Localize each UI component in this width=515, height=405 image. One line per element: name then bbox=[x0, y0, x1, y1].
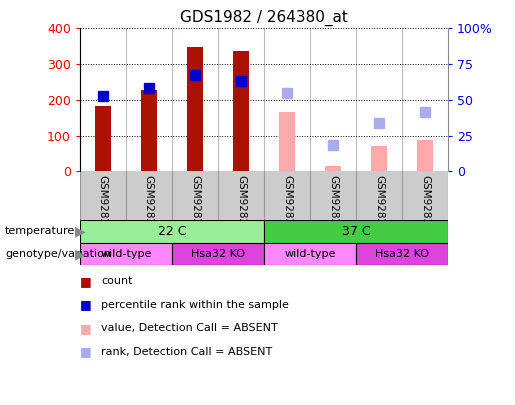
Bar bbox=[141, 90, 157, 171]
Bar bbox=[371, 146, 387, 171]
Text: ■: ■ bbox=[80, 275, 92, 288]
Bar bbox=[325, 166, 341, 171]
Text: rank, Detection Call = ABSENT: rank, Detection Call = ABSENT bbox=[101, 347, 273, 357]
Bar bbox=[233, 51, 249, 171]
Text: GSM92827: GSM92827 bbox=[190, 175, 200, 232]
Bar bbox=[417, 140, 433, 171]
Bar bbox=[356, 243, 448, 265]
Text: genotype/variation: genotype/variation bbox=[5, 249, 111, 259]
Text: GSM92830: GSM92830 bbox=[420, 175, 430, 232]
Bar bbox=[80, 243, 172, 265]
Text: Hsa32 KO: Hsa32 KO bbox=[191, 249, 245, 259]
Text: GSM92824: GSM92824 bbox=[144, 175, 154, 232]
Bar bbox=[172, 243, 264, 265]
Text: Hsa32 KO: Hsa32 KO bbox=[375, 249, 429, 259]
Text: GSM92829: GSM92829 bbox=[374, 175, 384, 232]
Text: ■: ■ bbox=[80, 322, 92, 335]
Bar bbox=[279, 112, 295, 171]
Text: count: count bbox=[101, 277, 133, 286]
Bar bbox=[264, 243, 356, 265]
Bar bbox=[95, 106, 111, 171]
Title: GDS1982 / 264380_at: GDS1982 / 264380_at bbox=[180, 9, 348, 26]
Text: wild-type: wild-type bbox=[284, 249, 336, 259]
Text: value, Detection Call = ABSENT: value, Detection Call = ABSENT bbox=[101, 324, 278, 333]
Text: GSM92826: GSM92826 bbox=[328, 175, 338, 232]
Text: percentile rank within the sample: percentile rank within the sample bbox=[101, 300, 289, 310]
Text: GSM92823: GSM92823 bbox=[98, 175, 108, 232]
Text: ▶: ▶ bbox=[75, 247, 85, 261]
Text: wild-type: wild-type bbox=[100, 249, 151, 259]
Text: ■: ■ bbox=[80, 298, 92, 311]
Text: 22 C: 22 C bbox=[158, 225, 186, 238]
Text: ■: ■ bbox=[80, 345, 92, 358]
Bar bbox=[80, 220, 264, 243]
Text: GSM92825: GSM92825 bbox=[282, 175, 292, 232]
Text: ▶: ▶ bbox=[75, 224, 85, 239]
Text: GSM92828: GSM92828 bbox=[236, 175, 246, 232]
Bar bbox=[187, 47, 203, 171]
Text: 37 C: 37 C bbox=[341, 225, 370, 238]
Bar bbox=[264, 220, 448, 243]
Text: temperature: temperature bbox=[5, 226, 75, 237]
